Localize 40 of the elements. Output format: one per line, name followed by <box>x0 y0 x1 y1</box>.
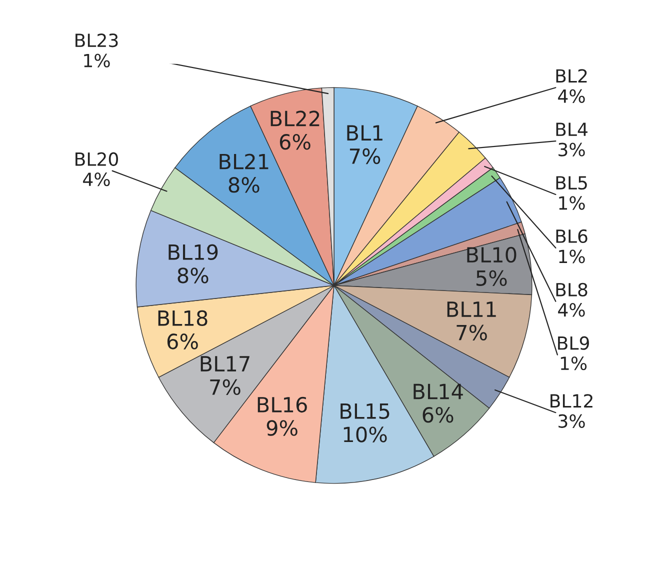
slice-label: BL10 <box>467 246 516 263</box>
data-label: 3% <box>558 414 585 428</box>
slice-label: BL21 <box>220 154 268 170</box>
data-label: 1% <box>559 250 585 264</box>
data-label: 4% <box>83 172 110 186</box>
slice-label: BL19 <box>168 244 218 260</box>
slice-label: BL9 <box>558 336 589 350</box>
slice-label: BL6 <box>556 229 588 244</box>
data-label: 1% <box>560 356 587 370</box>
data-label: 4% <box>558 89 585 103</box>
slice-label: BL20 <box>76 152 118 166</box>
slice-label: BL23 <box>76 34 118 48</box>
slice-label: BL5 <box>556 176 587 190</box>
data-label: 6% <box>422 406 454 423</box>
slice-label: BL14 <box>414 384 463 400</box>
data-label: 7% <box>350 148 380 164</box>
data-label: 3% <box>558 142 585 156</box>
slice-label: BL16 <box>258 396 307 413</box>
data-label: 7% <box>456 324 487 340</box>
slice-label: BL18 <box>158 310 208 326</box>
data-label: 10% <box>344 426 387 442</box>
slice-label: BL15 <box>340 404 390 420</box>
data-label: 6% <box>167 334 198 350</box>
slice-label: BL1 <box>347 125 382 140</box>
data-label: 9% <box>266 420 298 436</box>
slice-label: BL2 <box>556 69 587 82</box>
data-label: 8% <box>178 268 208 284</box>
slice-label: BL22 <box>270 110 320 126</box>
slice-label: BL4 <box>556 122 588 136</box>
data-label: 7% <box>210 379 240 395</box>
slice-label: BL12 <box>550 394 592 408</box>
slice-label: BL17 <box>200 356 250 372</box>
slice-label: BL8 <box>556 282 588 296</box>
data-label: 1% <box>84 54 110 68</box>
data-label: 5% <box>476 270 507 286</box>
data-label: 6% <box>280 134 310 150</box>
data-label: 4% <box>558 303 585 317</box>
data-label: 8% <box>228 177 260 193</box>
slice-label: BL11 <box>447 302 496 317</box>
data-label: 1% <box>559 196 585 210</box>
